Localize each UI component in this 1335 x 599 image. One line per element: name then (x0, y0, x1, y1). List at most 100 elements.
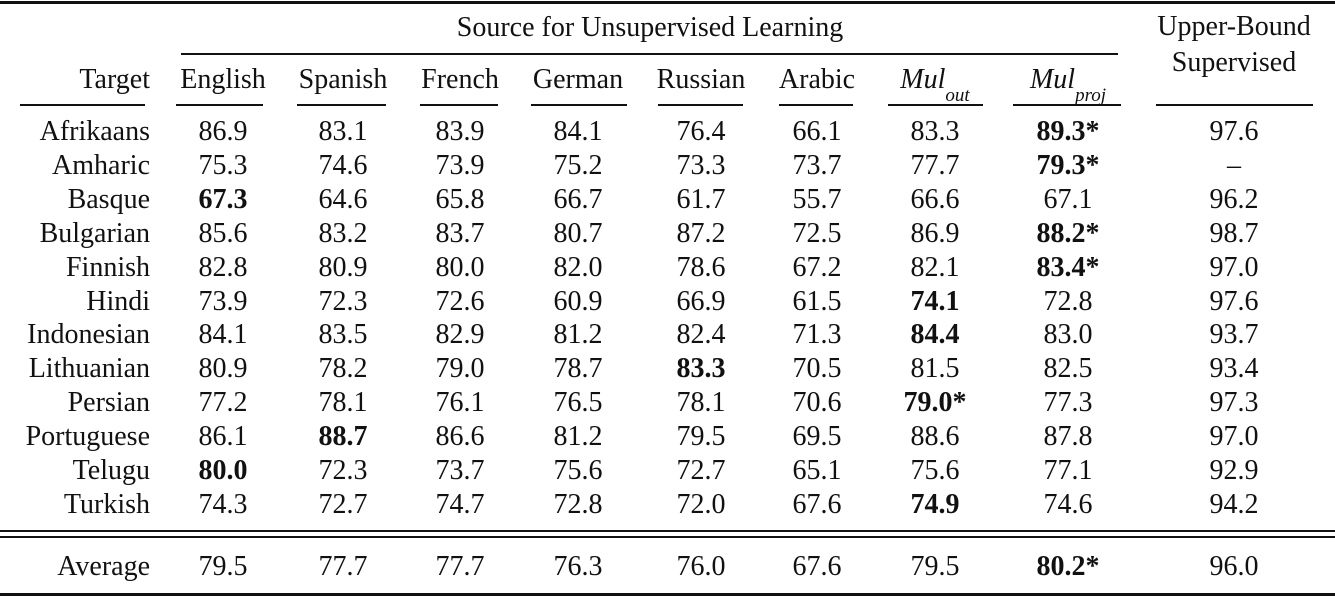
score-cell: 64.6 (318, 183, 368, 215)
group-title: Source for Unsupervised Learning (456, 12, 844, 43)
upper-bound-cell: 93.7 (1209, 319, 1259, 351)
score-cell: 76.1 (435, 387, 485, 419)
average-double-rule-top (0, 530, 1335, 532)
source-header-label: Mul (1029, 64, 1076, 95)
score-cell: 83.9 (435, 116, 485, 147)
score-cell: 61.5 (792, 285, 842, 317)
score-cell: 82.8 (198, 251, 248, 283)
score-cell: 77.1 (1043, 455, 1093, 486)
score-cell: 72.7 (676, 455, 726, 486)
score-cell: 79.0* (903, 387, 967, 419)
score-cell: 72.5 (792, 217, 842, 249)
score-cell: 79.5 (676, 421, 726, 453)
source-header: Mulproj (1029, 63, 1106, 105)
upper-bound-cell: 97.0 (1209, 421, 1259, 453)
upper-bound-cell: 97.6 (1209, 285, 1259, 317)
score-cell: 78.6 (676, 251, 726, 283)
target-cell: Telugu (72, 455, 150, 486)
score-cell: 80.0 (435, 251, 485, 283)
score-cell: 76.4 (676, 116, 726, 147)
score-cell: 81.5 (910, 353, 960, 385)
score-cell: 73.7 (792, 149, 842, 181)
score-cell: 83.7 (435, 217, 485, 249)
score-cell: 73.9 (435, 149, 485, 181)
score-cell: 72.0 (676, 488, 726, 520)
score-cell: 74.3 (198, 488, 248, 520)
score-cell: 86.1 (198, 421, 248, 453)
score-cell: 73.9 (198, 285, 248, 317)
score-cell: 74.6 (318, 149, 368, 181)
upper-bound-cell: – (1227, 149, 1241, 181)
average-cell: 77.7 (318, 551, 368, 582)
score-cell: 78.1 (318, 387, 368, 419)
score-cell: 74.6 (1043, 488, 1093, 520)
header-underline (420, 104, 498, 106)
score-cell: 83.2 (318, 217, 368, 249)
score-cell: 81.2 (553, 421, 603, 453)
score-cell: 77.7 (910, 149, 960, 181)
source-header: English (180, 64, 266, 95)
average-cell: 79.5 (198, 551, 248, 582)
score-cell: 61.7 (676, 183, 726, 215)
score-cell: 78.1 (676, 387, 726, 419)
score-cell: 82.1 (910, 251, 960, 283)
score-cell: 87.8 (1043, 421, 1093, 453)
target-cell: Afrikaans (39, 116, 150, 147)
score-cell: 86.6 (435, 421, 485, 453)
upper-bound-cell: 96.2 (1209, 183, 1259, 215)
score-cell: 72.3 (318, 285, 368, 317)
score-cell: 77.2 (198, 387, 248, 419)
score-cell: 83.4* (1036, 251, 1100, 283)
upper-bound-cell: 94.2 (1209, 488, 1259, 520)
score-cell: 85.6 (198, 217, 248, 249)
target-cell: Finnish (65, 251, 150, 283)
score-cell: 84.4 (910, 319, 960, 351)
header-underline (531, 104, 627, 106)
score-cell: 87.2 (676, 217, 726, 249)
average-cell: 79.5 (910, 551, 960, 582)
target-cell: Bulgarian (39, 217, 150, 249)
score-cell: 81.2 (553, 319, 603, 351)
top-rule (0, 1, 1335, 4)
average-cell: 76.0 (676, 551, 726, 582)
header-underline (1013, 104, 1121, 106)
score-cell: 82.5 (1043, 353, 1093, 385)
target-cell: Basque (67, 183, 150, 215)
score-cell: 88.6 (910, 421, 960, 453)
score-cell: 72.8 (553, 488, 603, 520)
score-cell: 73.3 (676, 149, 726, 181)
score-cell: 67.6 (792, 488, 842, 520)
score-cell: 82.4 (676, 319, 726, 351)
target-cell: Hindi (86, 285, 150, 317)
upper-bound-cell: 97.0 (1209, 251, 1259, 283)
score-cell: 72.3 (318, 455, 368, 486)
score-cell: 86.9 (910, 217, 960, 249)
score-cell: 72.8 (1043, 285, 1093, 317)
upper-bound-cell: 98.7 (1209, 217, 1259, 249)
source-header-label: Mul (900, 64, 946, 95)
score-cell: 77.3 (1043, 387, 1093, 419)
average-double-rule-bottom (0, 536, 1335, 538)
average-cell: 80.2* (1036, 551, 1100, 582)
score-cell: 71.3 (792, 319, 842, 351)
score-cell: 84.1 (198, 319, 248, 351)
score-cell: 66.7 (553, 183, 603, 215)
source-header: French (421, 64, 499, 95)
score-cell: 75.6 (910, 455, 960, 486)
source-header: Spanish (298, 64, 388, 95)
average-cell: 77.7 (435, 551, 485, 582)
score-cell: 67.3 (198, 183, 248, 215)
score-cell: 76.5 (553, 387, 603, 419)
score-cell: 74.1 (910, 285, 960, 317)
score-cell: 86.9 (198, 116, 248, 147)
score-cell: 83.1 (318, 116, 368, 147)
upper-bound-cell: 97.3 (1209, 387, 1259, 419)
header-underline (297, 104, 386, 106)
header-underline (658, 104, 743, 106)
score-cell: 83.5 (318, 319, 368, 351)
score-cell: 66.9 (676, 285, 726, 317)
upper-bound-cell: 93.4 (1209, 353, 1259, 385)
target-cell: Portuguese (25, 421, 150, 453)
upper-bound-header: Upper-Bound (1157, 11, 1311, 42)
